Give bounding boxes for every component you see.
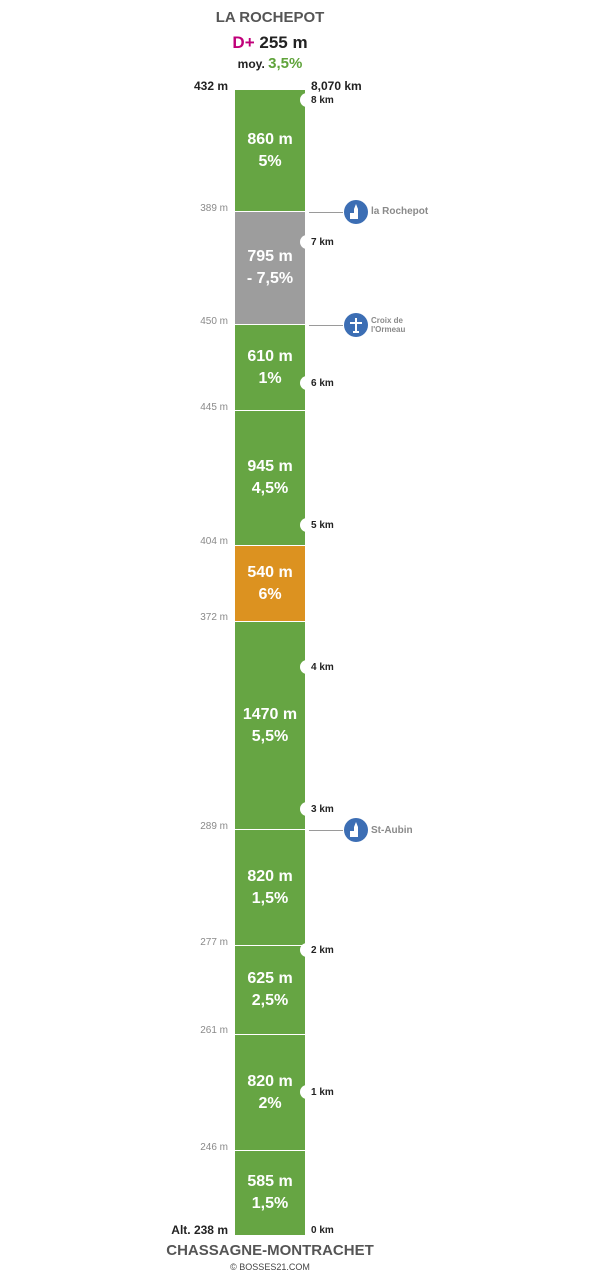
segment-grade: 1,5% — [251, 1195, 289, 1212]
profile-segment: 820 m 1,5% — [235, 830, 305, 945]
segment-grade: 5,5% — [251, 727, 289, 745]
km-marker-label: 3 km — [311, 804, 334, 815]
km-marker-label: 0 km — [311, 1225, 334, 1236]
climb-start-name: CHASSAGNE-MONTRACHET — [166, 1242, 374, 1259]
segment-grade: 2% — [258, 1094, 282, 1112]
segment-length: 860 m — [247, 130, 293, 148]
km-marker-notch — [300, 518, 314, 532]
poi-label-line: l'Ormeau — [371, 325, 406, 334]
km-marker-notch — [300, 93, 314, 107]
poi-leader-line — [309, 212, 343, 213]
segment-length: 610 m — [247, 347, 293, 365]
profile-segment: 795 m - 7,5% — [235, 212, 305, 324]
segment-length: 625 m — [247, 970, 293, 987]
boundary-altitude: 445 m — [200, 402, 228, 413]
km-marker-notch — [300, 376, 314, 390]
boundary-altitude: 389 m — [200, 203, 228, 214]
segment-length: 820 m — [247, 867, 293, 885]
average-grade: moy. 3,5% — [0, 55, 540, 72]
total-distance: 8,070 km — [311, 79, 362, 93]
cross-icon — [344, 313, 368, 337]
start-altitude: Alt. 238 m — [171, 1223, 228, 1237]
credit-text: © BOSSES21.COM — [230, 1262, 310, 1272]
profile-segment: 945 m 4,5% — [235, 411, 305, 545]
segment-length: 820 m — [247, 1072, 293, 1090]
km-marker-notch — [300, 660, 314, 674]
poi-label-line: Croix de — [371, 316, 404, 325]
segment-length: 585 m — [247, 1173, 293, 1190]
km-marker-label: 8 km — [311, 95, 334, 106]
elevation-gain-label: D+ — [232, 33, 255, 52]
average-grade-value: 3,5% — [268, 55, 303, 72]
poi-label: St-Aubin — [371, 825, 413, 836]
summit-altitude: 432 m — [193, 79, 228, 93]
boundary-altitude: 277 m — [200, 937, 228, 948]
segment-length: 1470 m — [242, 705, 298, 723]
boundary-altitude: 450 m — [200, 316, 228, 327]
profile-segment: 820 m 2% — [235, 1035, 305, 1150]
km-marker-notch — [300, 1085, 314, 1099]
km-marker-label: 5 km — [311, 520, 334, 531]
segment-grade: 4,5% — [251, 480, 289, 497]
segment-grade: 1,5% — [251, 889, 289, 907]
poi-label: la Rochepot — [371, 206, 429, 217]
profile-segment: 1470 m 5,5% — [235, 622, 305, 829]
segment-grade: 1% — [258, 369, 282, 387]
church-icon — [344, 200, 368, 224]
boundary-altitude: 246 m — [200, 1142, 228, 1153]
segment-length: 540 m — [247, 563, 293, 581]
boundary-altitude: 372 m — [200, 612, 228, 623]
segment-grade: - 7,5% — [246, 270, 294, 287]
elevation-gain: D+ 255 m — [0, 33, 540, 53]
segment-grade: 6% — [258, 585, 282, 603]
climb-summit-name: LA ROCHEPOT — [215, 9, 325, 26]
km-marker-label: 6 km — [311, 378, 334, 389]
km-marker-notch — [300, 235, 314, 249]
segment-length: 795 m — [247, 248, 293, 265]
segment-length: 945 m — [247, 458, 293, 475]
km-marker-label: 4 km — [311, 662, 334, 673]
boundary-altitude: 289 m — [200, 821, 228, 832]
profile-segment: 610 m 1% — [235, 325, 305, 410]
km-marker-notch — [300, 943, 314, 957]
profile-segment: 625 m 2,5% — [235, 946, 305, 1034]
segment-grade: 5% — [258, 152, 282, 170]
boundary-altitude: 404 m — [200, 536, 228, 547]
elevation-gain-value: 255 m — [259, 33, 308, 52]
church-icon — [344, 818, 368, 842]
average-grade-label: moy. — [237, 57, 265, 71]
profile-segment: 860 m 5% — [235, 90, 305, 211]
segment-grade: 2,5% — [251, 992, 289, 1009]
boundary-altitude: 261 m — [200, 1025, 228, 1036]
poi-leader-line — [309, 830, 343, 831]
km-marker-label: 2 km — [311, 945, 334, 956]
km-marker-notch — [300, 802, 314, 816]
poi-leader-line — [309, 325, 343, 326]
km-marker-label: 1 km — [311, 1087, 334, 1098]
profile-segment: 540 m 6% — [235, 546, 305, 621]
poi-label: Croix de l'Ormeau — [371, 316, 405, 334]
km-marker-label: 7 km — [311, 237, 334, 248]
profile-segment: 585 m 1,5% — [235, 1151, 305, 1235]
